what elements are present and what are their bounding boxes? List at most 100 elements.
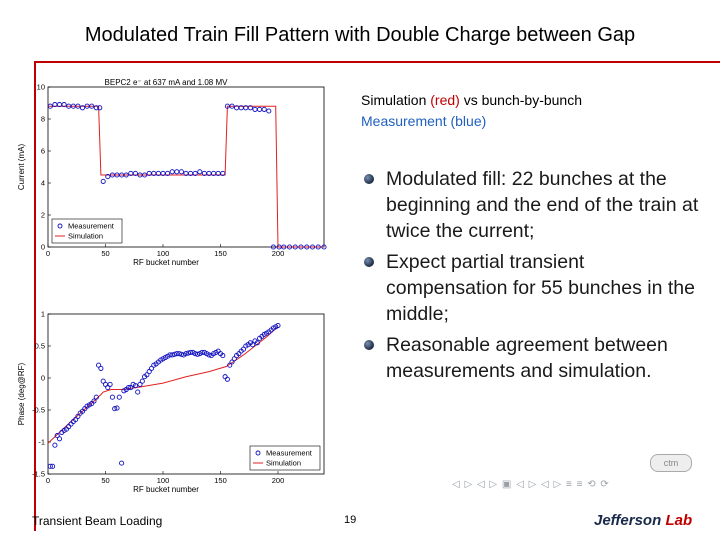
y-tick-label: 10 xyxy=(37,83,45,92)
measurement-point xyxy=(286,244,293,250)
logo-lab: Lab xyxy=(665,512,693,529)
measurement-point xyxy=(185,350,191,356)
measurement-point xyxy=(91,398,97,404)
bullet-dot-icon xyxy=(364,340,374,350)
measurement-point xyxy=(183,351,189,357)
bullet-text: Modulated fill: 22 bunches at the beginn… xyxy=(386,168,699,242)
y-axis-label: Phase (deg@RF) xyxy=(17,362,26,425)
measurement-point xyxy=(116,394,122,400)
measurement-point xyxy=(114,405,120,411)
bullet-dot-icon xyxy=(364,174,374,184)
measurement-point xyxy=(47,103,53,109)
plot-title: BEPC2 e⁻ at 637 mA and 1.08 MV xyxy=(105,78,229,87)
measurement-point xyxy=(142,172,148,178)
y-tick-label: 0 xyxy=(41,243,45,252)
measurement-point xyxy=(270,244,276,250)
bullet-item: Expect partial transient compensation fo… xyxy=(362,249,702,327)
bullet-item: Reasonable agreement between measurement… xyxy=(362,332,702,384)
measurement-point xyxy=(107,381,113,387)
phase-plot-svg: 0 50 100 150 200 -1.5 -1 -0.5 0 0.5 1 RF bucket num… xyxy=(17,310,325,494)
x-axis-label: RF bucket number xyxy=(133,485,199,494)
measurement-point xyxy=(132,383,138,389)
measurement-point xyxy=(176,351,182,357)
measurement-point xyxy=(123,172,129,178)
measurement-point xyxy=(119,460,125,466)
measurement-point xyxy=(89,103,95,109)
measurement-point xyxy=(309,244,316,250)
measurement-point xyxy=(178,169,184,175)
badge-logo: ctm xyxy=(650,454,692,472)
note-part1: Simulation xyxy=(361,92,431,108)
measurement-point xyxy=(52,442,58,448)
measurement-point xyxy=(229,103,235,109)
left-rule xyxy=(34,61,36,531)
current-plot: BEPC2 e⁻ at 637 mA and 1.08 MV 0 50 100 150 2… xyxy=(14,75,330,273)
bullet-text: Expect partial transient compensation fo… xyxy=(386,251,695,325)
measurement-point xyxy=(139,378,145,384)
x-tick-label: 0 xyxy=(46,249,50,258)
measurement-point xyxy=(56,436,63,442)
measurement-point xyxy=(93,105,99,111)
measurement-point xyxy=(206,352,212,358)
note-line-1: Simulation (red) vs bunch-by-bunch xyxy=(361,90,582,111)
current-plot-svg: BEPC2 e⁻ at 637 mA and 1.08 MV0 50 100 150 2… xyxy=(17,78,327,267)
measurement-point xyxy=(171,351,178,357)
measurement-point xyxy=(188,349,194,355)
x-tick-label: 150 xyxy=(214,249,227,258)
measurement-point xyxy=(178,351,184,357)
measurement-point xyxy=(75,103,81,109)
measurement-point xyxy=(292,244,298,250)
page-number: 19 xyxy=(344,514,357,526)
legend-box xyxy=(51,218,123,244)
x-tick-label: 150 xyxy=(214,476,227,485)
x-tick-label: 100 xyxy=(157,249,170,258)
title-rule xyxy=(34,61,720,63)
y-tick-label: 2 xyxy=(41,211,45,220)
slide-nav-controls[interactable]: ◁ ▷ ◁ ▷ ▣ ◁ ▷ ◁ ▷ ≡ ≡ ⟲ ⟳ xyxy=(452,479,610,490)
measurement-point xyxy=(247,105,253,111)
legend-measurement-marker xyxy=(57,223,63,229)
measurement-point xyxy=(261,106,267,112)
measurement-point xyxy=(194,351,201,357)
x-tick-label: 200 xyxy=(272,249,285,258)
measurement-point xyxy=(61,102,67,108)
legend-measurement-marker xyxy=(255,450,261,456)
simulation-note: Simulation (red) vs bunch-by-bunch Measu… xyxy=(361,90,582,132)
legend-box xyxy=(249,445,321,471)
y-axis-label: Current (mA) xyxy=(17,144,26,191)
measurement-point xyxy=(47,463,53,469)
y-tick-label: 8 xyxy=(41,115,45,124)
note-red-word: (red) xyxy=(430,92,460,108)
y-tick-label: 4 xyxy=(41,179,45,188)
measurement-point xyxy=(100,178,106,184)
y-tick-label: 1 xyxy=(41,310,45,319)
x-tick-label: 200 xyxy=(272,476,285,485)
simulation-line xyxy=(48,105,324,248)
y-tick-label: 0 xyxy=(41,374,45,383)
measurement-point xyxy=(112,406,118,412)
measurement-point xyxy=(199,349,205,355)
bullet-item: Modulated fill: 22 bunches at the beginn… xyxy=(362,166,702,244)
measurement-point xyxy=(275,322,281,329)
measurement-point xyxy=(304,244,310,250)
measurement-point xyxy=(132,170,138,176)
measurement-point xyxy=(298,244,304,250)
measurement-point xyxy=(167,352,173,358)
x-tick-label: 50 xyxy=(101,476,109,485)
simulation-line xyxy=(47,326,279,444)
measurement-point xyxy=(266,108,272,114)
x-tick-label: 100 xyxy=(157,476,170,485)
y-tick-label: -1.5 xyxy=(32,470,45,479)
x-axis-label: RF bucket number xyxy=(133,258,199,267)
measurement-point xyxy=(93,394,99,400)
measurement-point xyxy=(98,365,104,371)
legend-measurement-label: Measurement xyxy=(68,222,115,231)
jefferson-lab-logo: Jefferson Lab xyxy=(594,512,692,529)
measurement-point xyxy=(169,352,175,358)
measurement-point xyxy=(50,463,56,469)
measurement-point xyxy=(192,170,198,176)
legend-measurement-label: Measurement xyxy=(266,449,313,458)
measurement-point xyxy=(281,244,287,250)
measurement-point xyxy=(254,340,260,346)
phase-plot: 0 50 100 150 200 -1.5 -1 -0.5 0 0.5 1 RF bucket num… xyxy=(14,302,330,500)
